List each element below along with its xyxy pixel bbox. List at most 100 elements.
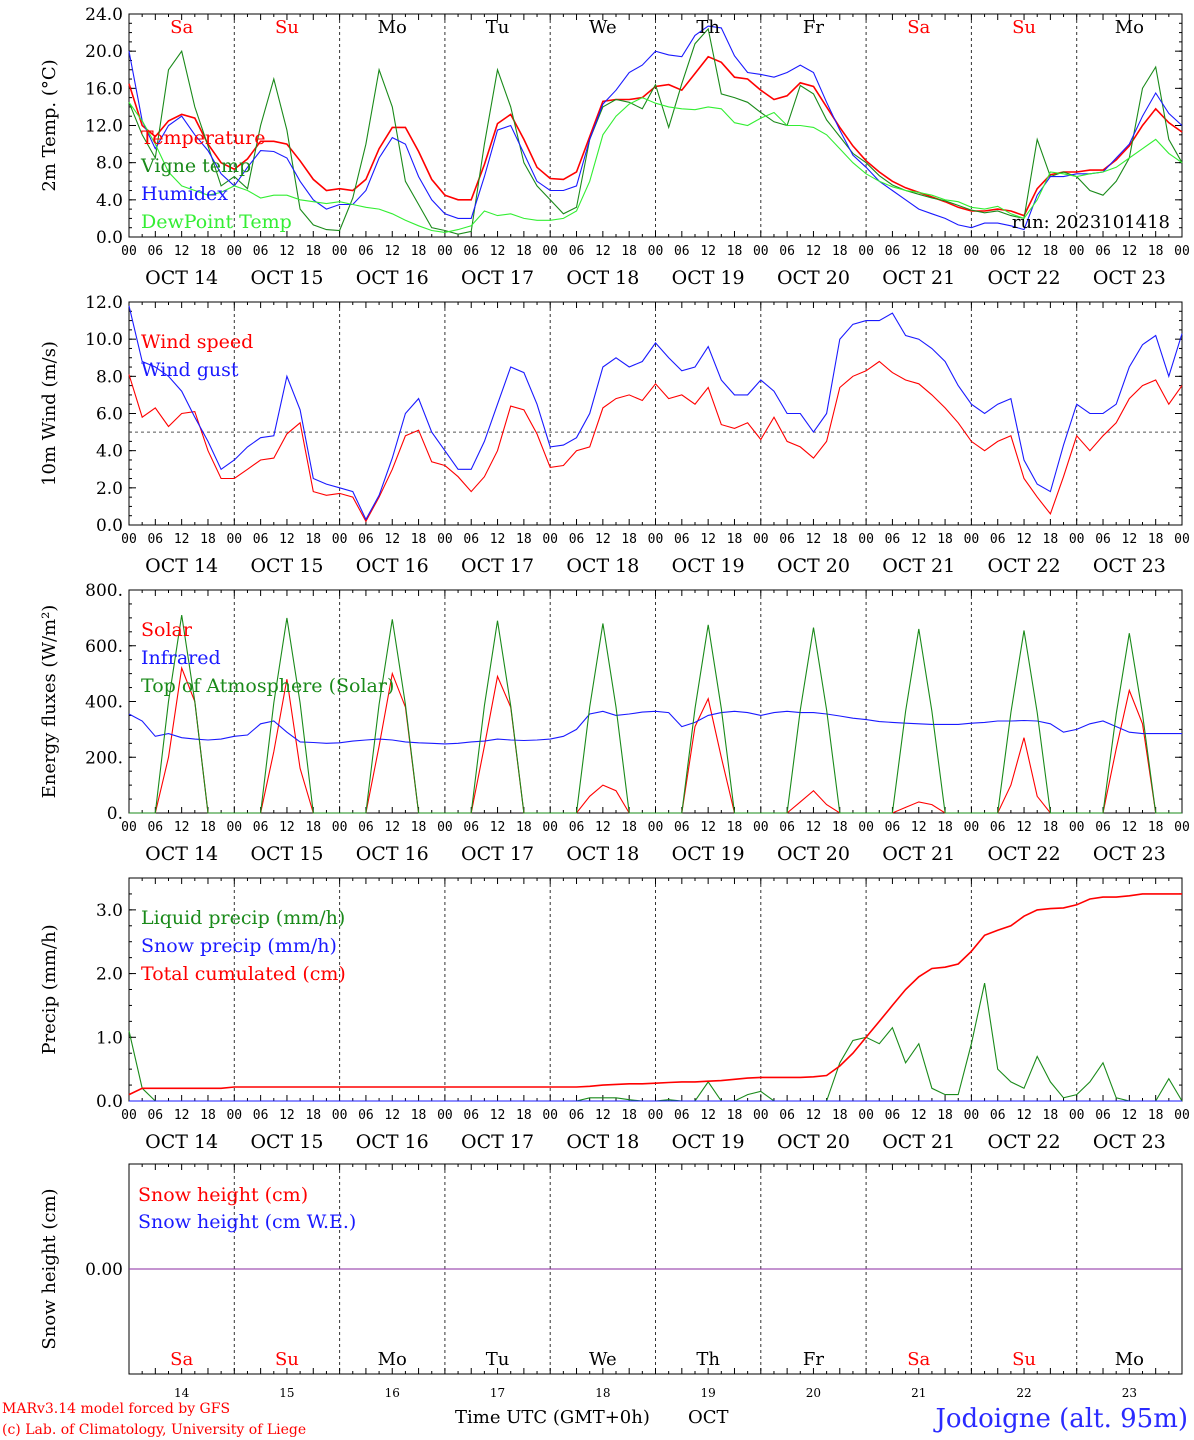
hour-label: 12 (490, 1108, 506, 1123)
hour-label: 18 (200, 1108, 216, 1123)
hour-label: 06 (253, 1108, 269, 1123)
hour-label: 06 (674, 244, 690, 259)
hour-label: 12 (595, 1108, 611, 1123)
day-name: We (589, 1349, 617, 1370)
date-label: OCT 16 (356, 843, 429, 865)
day-name: Fr (803, 17, 824, 38)
date-label: OCT 15 (250, 267, 323, 289)
date-label: OCT 14 (145, 267, 218, 289)
y-tick-label: 6.0 (96, 405, 123, 425)
hour-label: 18 (411, 1108, 427, 1123)
hour-label: 00 (648, 1108, 664, 1123)
hour-label: 12 (384, 1108, 400, 1123)
hour-label: 06 (1095, 1108, 1111, 1123)
hour-label: 06 (358, 244, 374, 259)
hour-label: 18 (727, 532, 743, 547)
y-tick-label: 400. (85, 693, 123, 713)
hour-label: 00 (121, 820, 137, 835)
day-number: 22 (1016, 1386, 1031, 1400)
hour-label: 06 (779, 532, 795, 547)
date-label: OCT 22 (988, 267, 1061, 289)
hour-label: 06 (147, 532, 163, 547)
hour-label: 00 (121, 532, 137, 547)
hour-label: 12 (595, 244, 611, 259)
date-label: OCT 23 (1093, 843, 1166, 865)
legend-entry: Wind gust (141, 359, 239, 381)
hour-label: 00 (648, 244, 664, 259)
hour-label: 12 (700, 244, 716, 259)
hour-label: 06 (885, 244, 901, 259)
location-title: Jodoigne (alt. 95m) (932, 1404, 1188, 1434)
day-name: We (589, 17, 617, 38)
hour-label: 18 (832, 820, 848, 835)
plot-frame (128, 13, 1183, 238)
hour-label: 18 (305, 244, 321, 259)
hour-label: 18 (1148, 1108, 1164, 1123)
y-tick-label: 200. (85, 748, 123, 768)
panels-layer: 0.0 4.0 8.0 12.0 16.0 20.0 24.0 2m Temp. (°C) Te… (39, 5, 1190, 1400)
hour-label: 18 (411, 532, 427, 547)
panel-energy: 0. 200. 400. 600. 800. Energy fluxes (W/m²) So… (39, 581, 1190, 865)
hour-label: 00 (964, 244, 980, 259)
y-axis-label: Snow height (cm) (39, 1188, 60, 1349)
day-number: 20 (806, 1386, 821, 1400)
hour-label: 18 (305, 532, 321, 547)
hour-label: 06 (147, 1108, 163, 1123)
hour-label: 18 (937, 532, 953, 547)
date-label: OCT 20 (777, 555, 850, 577)
hour-label: 00 (226, 244, 242, 259)
y-tick-label: 0.00 (85, 1260, 123, 1280)
hour-label: 06 (358, 532, 374, 547)
hour-label: 18 (516, 1108, 532, 1123)
day-name: Mo (1115, 17, 1144, 38)
day-name: Mo (378, 17, 407, 38)
series-line-temperature (128, 55, 1183, 217)
hour-label: 00 (964, 820, 980, 835)
legend-entry: Top of Atmosphere (Solar) (141, 675, 394, 697)
date-label: OCT 21 (882, 843, 955, 865)
legend-entry: Wind speed (141, 331, 253, 353)
hour-label: 00 (332, 532, 348, 547)
date-label: OCT 18 (566, 1131, 639, 1153)
hour-label: 00 (226, 820, 242, 835)
hour-label: 18 (1043, 244, 1059, 259)
date-label: OCT 20 (777, 1131, 850, 1153)
hour-label: 00 (332, 820, 348, 835)
hour-label: 00 (753, 532, 769, 547)
hour-label: 18 (516, 820, 532, 835)
hour-label: 06 (569, 244, 585, 259)
day-name: Sa (170, 1349, 193, 1370)
hour-label: 18 (1043, 1108, 1059, 1123)
hour-label: 12 (806, 1108, 822, 1123)
legend-entry: Liquid precip (mm/h) (141, 907, 345, 929)
hour-label: 12 (490, 532, 506, 547)
y-tick-label: 12.0 (85, 117, 123, 137)
hour-label: 00 (1069, 244, 1085, 259)
hour-label: 00 (1174, 1108, 1190, 1123)
hour-label: 18 (411, 244, 427, 259)
hour-label: 00 (332, 1108, 348, 1123)
hour-label: 06 (253, 820, 269, 835)
day-name: Fr (803, 1349, 824, 1370)
date-label: OCT 16 (356, 555, 429, 577)
day-name: Mo (378, 1349, 407, 1370)
legend-entry: Snow height (cm) (138, 1184, 308, 1206)
hour-label: 00 (1069, 532, 1085, 547)
day-number: 16 (385, 1386, 400, 1400)
hour-label: 00 (858, 820, 874, 835)
day-number: 14 (174, 1386, 190, 1400)
legend-entry: Snow precip (mm/h) (141, 935, 337, 957)
hour-label: 12 (1122, 244, 1138, 259)
hour-label: 06 (674, 532, 690, 547)
y-tick-label: 0.0 (96, 1092, 123, 1112)
hour-label: 12 (174, 820, 190, 835)
day-name: Sa (907, 1349, 930, 1370)
hour-label: 06 (358, 820, 374, 835)
date-label: OCT 22 (988, 555, 1061, 577)
hour-label: 00 (1174, 532, 1190, 547)
hour-label: 12 (911, 1108, 927, 1123)
hour-label: 00 (1069, 820, 1085, 835)
hour-label: 06 (253, 532, 269, 547)
hour-label: 00 (753, 820, 769, 835)
hour-label: 00 (753, 244, 769, 259)
